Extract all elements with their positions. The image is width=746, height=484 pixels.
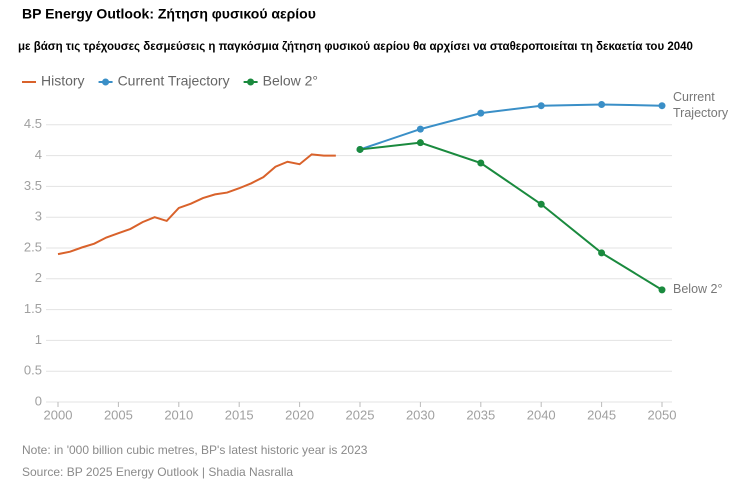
y-tick-label: 1.5 xyxy=(24,301,42,316)
legend-label: Below 2° xyxy=(263,73,318,89)
y-tick-label: 2.5 xyxy=(24,239,42,254)
legend-label: Current Trajectory xyxy=(118,73,230,89)
x-tick-label: 2025 xyxy=(346,407,375,422)
y-tick-label: 4 xyxy=(35,147,42,162)
end-label: Current xyxy=(673,90,715,104)
y-tick-label: 2 xyxy=(35,270,42,285)
series-marker xyxy=(658,102,666,110)
series-line xyxy=(359,141,663,291)
chart-title: BP Energy Outlook: Ζήτηση φυσικού αερίου xyxy=(22,6,316,22)
series-marker xyxy=(477,159,485,167)
x-tick-label: 2000 xyxy=(44,407,73,422)
series-line xyxy=(57,153,336,256)
x-tick-label: 2035 xyxy=(466,407,495,422)
legend-marker xyxy=(247,78,255,86)
series-marker xyxy=(658,286,666,294)
series-marker xyxy=(537,102,545,110)
series-line xyxy=(359,103,663,151)
y-tick-label: 0.5 xyxy=(24,363,42,378)
chart-subtitle: με βάση τις τρέχουσες δεσμεύσεις η παγκό… xyxy=(18,41,693,53)
series-marker xyxy=(356,145,364,153)
series-marker xyxy=(598,100,606,108)
x-tick-label: 2020 xyxy=(285,407,314,422)
x-tick-label: 2010 xyxy=(164,407,193,422)
series-marker xyxy=(598,249,606,257)
x-tick-label: 2015 xyxy=(225,407,254,422)
series-marker xyxy=(416,139,424,147)
y-tick-label: 0 xyxy=(35,393,42,408)
y-tick-label: 3 xyxy=(35,209,42,224)
y-tick-label: 1 xyxy=(35,332,42,347)
end-label: Below 2° xyxy=(673,282,722,296)
series-marker xyxy=(537,200,545,208)
series-marker xyxy=(477,109,485,117)
series-marker xyxy=(416,125,424,133)
source: Source: BP 2025 Energy Outlook | Shadia … xyxy=(22,465,293,479)
legend-label: History xyxy=(41,73,85,89)
x-tick-label: 2040 xyxy=(527,407,556,422)
x-tick-label: 2005 xyxy=(104,407,133,422)
legend-marker xyxy=(102,78,110,86)
x-tick-label: 2030 xyxy=(406,407,435,422)
end-label: Trajectory xyxy=(673,106,729,120)
y-tick-label: 3.5 xyxy=(24,178,42,193)
note: Note: in '000 billion cubic metres, BP's… xyxy=(22,443,368,457)
x-tick-label: 2045 xyxy=(587,407,616,422)
x-tick-label: 2050 xyxy=(648,407,677,422)
y-tick-label: 4.5 xyxy=(24,116,42,131)
